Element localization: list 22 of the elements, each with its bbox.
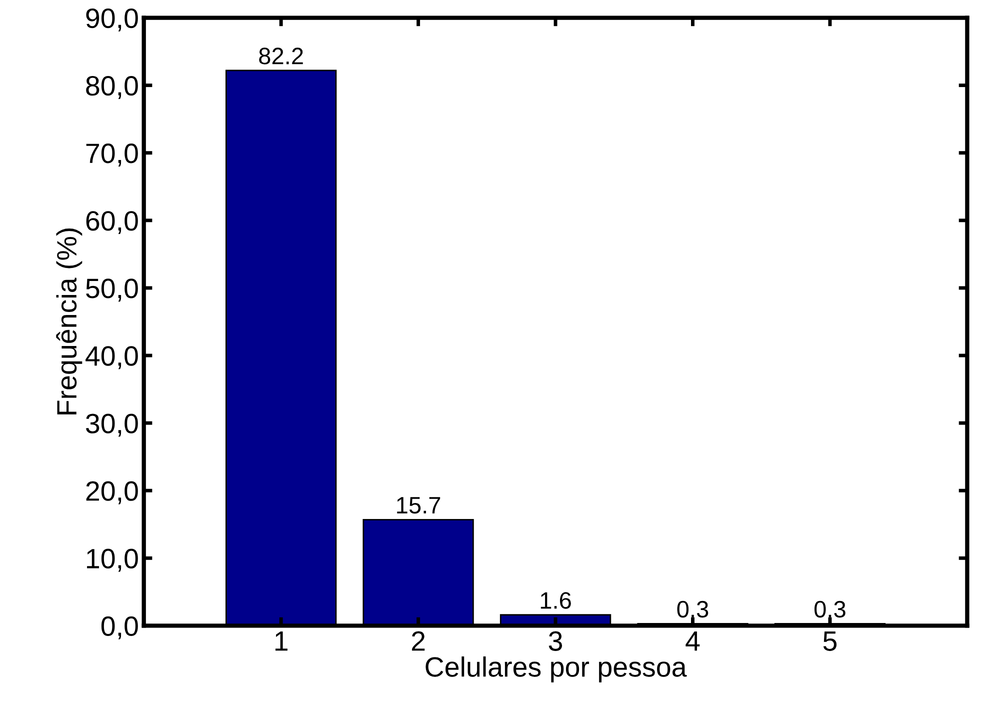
- x-tick-label: 5: [823, 632, 837, 651]
- x-tick-label: 1: [275, 632, 288, 651]
- x-tick-label: 4: [686, 632, 700, 651]
- y-axis-title: Frequência (%): [56, 228, 82, 414]
- y-tick-label: 30,0: [86, 414, 138, 437]
- y-tick-label: 90,0: [86, 8, 138, 32]
- y-tick-label: 60,0: [86, 211, 138, 234]
- y-tick-label: 10,0: [87, 548, 138, 572]
- data-label: 1.6: [540, 592, 571, 609]
- x-tick-label: 3: [548, 631, 562, 651]
- x-axis-title: Celulares por pessoa: [426, 656, 687, 682]
- data-label: 0.3: [677, 600, 708, 618]
- y-tick-label: 40,0: [86, 346, 138, 370]
- y-tick-label: 70,0: [86, 144, 138, 166]
- data-label: 82.2: [259, 48, 303, 64]
- y-tick-label: 20,0: [86, 481, 138, 504]
- y-tick-label: 80,0: [86, 76, 138, 99]
- y-tick-label: 50,0: [86, 278, 138, 302]
- x-tick-label: 2: [412, 631, 425, 651]
- data-label: 0.3: [814, 600, 846, 618]
- data-label: 15.7: [397, 497, 440, 514]
- y-tick-label: 0,0: [101, 616, 138, 640]
